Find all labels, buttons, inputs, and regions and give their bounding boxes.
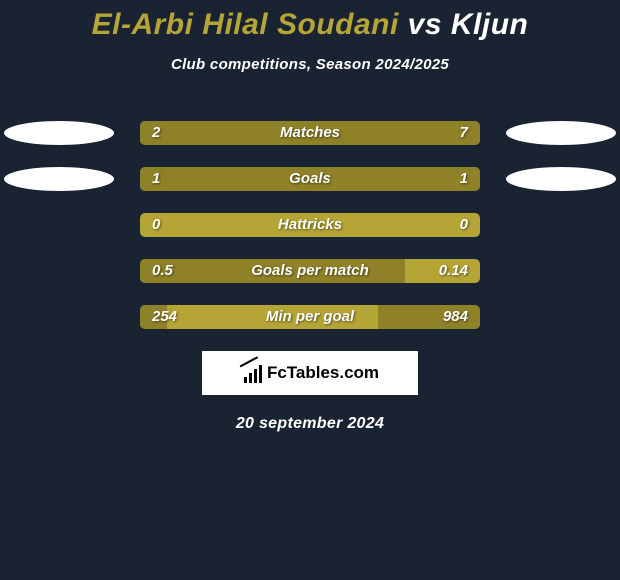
stat-bar: 00Hattricks [140, 213, 480, 237]
stat-rows: 27Matches 11Goals 00Hattricks 0.50.14Goals … [0, 121, 620, 329]
logo-text: FcTables.com [267, 363, 379, 383]
stat-row: 0.50.14Goals per match [0, 259, 620, 283]
stat-metric: Matches [140, 121, 480, 145]
stat-metric: Hattricks [140, 213, 480, 237]
player1-name: El-Arbi Hilal Soudani [92, 8, 399, 41]
player2-name: Kljun [451, 8, 529, 41]
stat-metric: Goals [140, 167, 480, 191]
date-text: 20 september 2024 [0, 415, 620, 433]
stat-metric: Goals per match [140, 259, 480, 283]
stat-row: 254984Min per goal [0, 305, 620, 329]
logo-box: FcTables.com [202, 351, 418, 395]
stat-bar: 254984Min per goal [140, 305, 480, 329]
stat-bar: 27Matches [140, 121, 480, 145]
stat-bar: 11Goals [140, 167, 480, 191]
chart-icon [241, 363, 263, 383]
player1-badge [4, 167, 114, 191]
player1-badge [4, 121, 114, 145]
stat-row: 00Hattricks [0, 213, 620, 237]
player2-badge [506, 121, 616, 145]
comparison-infographic: El-Arbi Hilal Soudani vs Kljun Club comp… [0, 0, 620, 433]
stat-row: 11Goals [0, 167, 620, 191]
stat-metric: Min per goal [140, 305, 480, 329]
title: El-Arbi Hilal Soudani vs Kljun [0, 8, 620, 42]
stat-row: 27Matches [0, 121, 620, 145]
player2-badge [506, 167, 616, 191]
subtitle: Club competitions, Season 2024/2025 [0, 56, 620, 73]
vs-text: vs [408, 8, 442, 41]
stat-bar: 0.50.14Goals per match [140, 259, 480, 283]
